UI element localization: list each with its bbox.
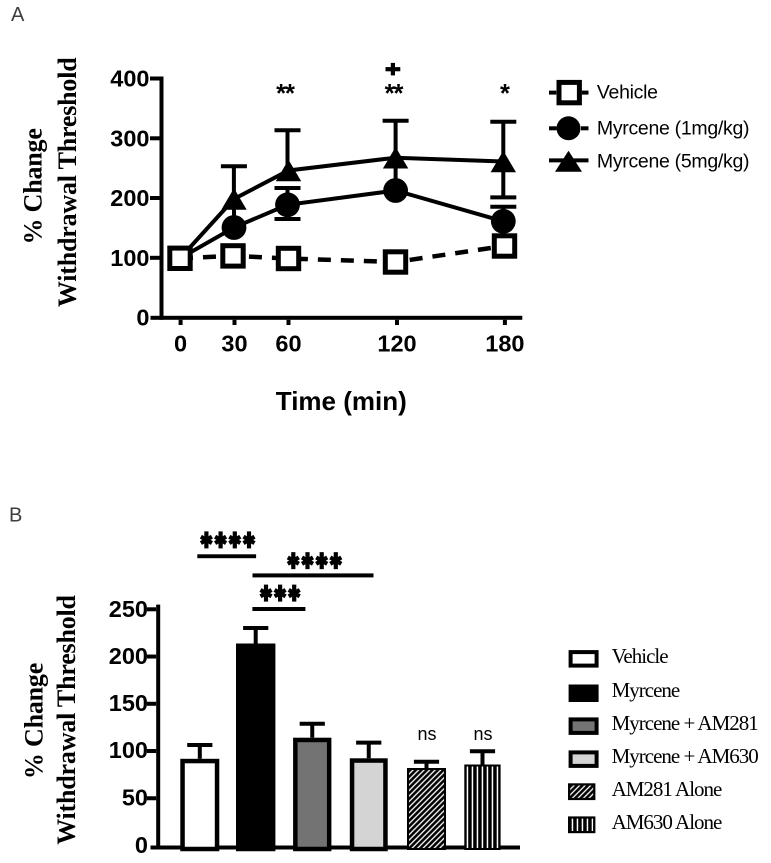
svg-text:ns: ns xyxy=(417,724,436,744)
svg-text:400: 400 xyxy=(110,66,149,92)
svg-text:300: 300 xyxy=(110,125,149,151)
svg-text:AM630 Alone: AM630 Alone xyxy=(612,810,722,834)
svg-text:200: 200 xyxy=(109,643,148,669)
svg-text:100: 100 xyxy=(110,245,149,271)
svg-text:*: * xyxy=(500,80,510,108)
svg-text:150: 150 xyxy=(109,690,148,716)
svg-text:0: 0 xyxy=(174,331,187,357)
svg-text:250: 250 xyxy=(109,596,148,622)
svg-text:% Change: % Change xyxy=(18,128,47,244)
svg-text:AM281 Alone: AM281 Alone xyxy=(612,777,722,801)
svg-text:Vehicle: Vehicle xyxy=(597,82,658,104)
svg-text:Vehicle: Vehicle xyxy=(612,644,669,668)
svg-text:Time (min): Time (min) xyxy=(276,386,407,416)
svg-text:200: 200 xyxy=(110,185,149,211)
svg-text:Myrcene: Myrcene xyxy=(612,678,680,702)
svg-text:0: 0 xyxy=(135,832,148,858)
svg-text:60: 60 xyxy=(275,331,301,357)
svg-text:30: 30 xyxy=(221,331,247,357)
svg-text:Withdrawal Threshold: Withdrawal Threshold xyxy=(53,57,82,307)
svg-text:100: 100 xyxy=(109,737,148,763)
svg-text:ns: ns xyxy=(473,724,492,744)
svg-text:Myrcene + AM630: Myrcene + AM630 xyxy=(612,744,759,768)
svg-text:Withdrawal Threshold: Withdrawal Threshold xyxy=(52,594,81,844)
svg-text:% Change: % Change xyxy=(20,663,49,779)
svg-text:Myrcene + AM281: Myrcene + AM281 xyxy=(612,711,759,735)
svg-text:0: 0 xyxy=(136,305,149,331)
svg-text:50: 50 xyxy=(122,784,148,810)
svg-text:180: 180 xyxy=(485,331,524,357)
svg-text:B: B xyxy=(9,505,22,527)
svg-text:Myrcene (5mg/kg): Myrcene (5mg/kg) xyxy=(597,151,749,173)
svg-text:**: ** xyxy=(385,80,404,108)
svg-text:A: A xyxy=(11,4,25,26)
svg-text:Myrcene (1mg/kg): Myrcene (1mg/kg) xyxy=(597,117,749,139)
svg-text:120: 120 xyxy=(377,331,416,357)
svg-text:**: ** xyxy=(276,80,295,108)
